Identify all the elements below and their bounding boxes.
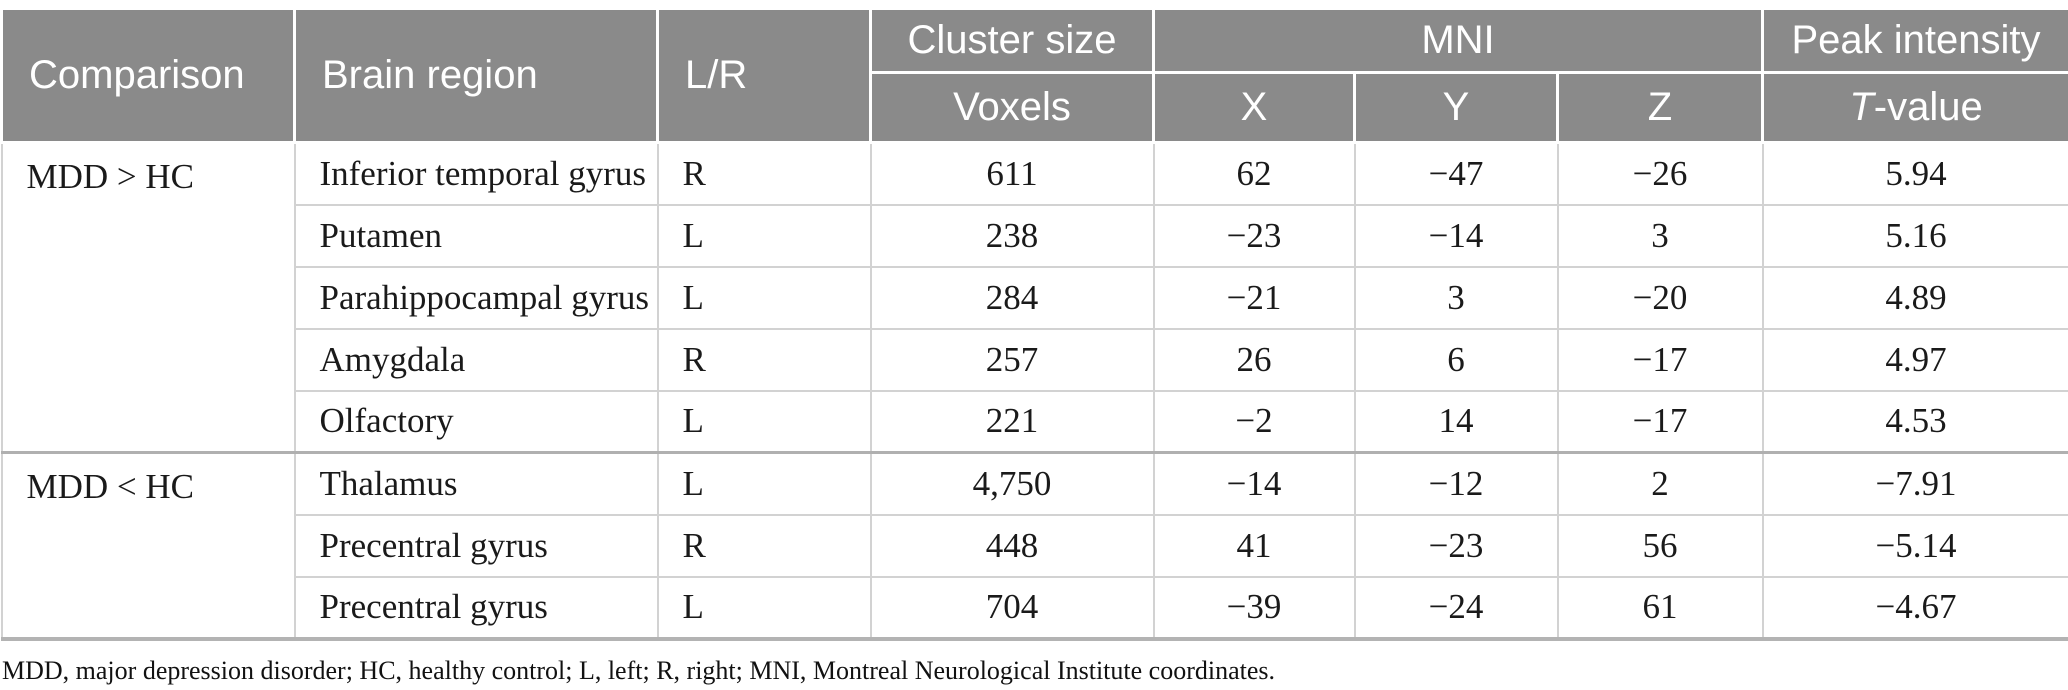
cell-lr: R xyxy=(656,141,872,206)
header-mni: MNI xyxy=(1151,7,1765,74)
cell-region: Inferior temporal gyrus xyxy=(293,141,659,206)
cell-voxels: 611 xyxy=(869,141,1155,206)
cell-voxels: 704 xyxy=(869,575,1155,641)
cell-region: Amygdala xyxy=(293,327,659,392)
cell-z: −17 xyxy=(1556,389,1764,454)
cell-t: 4.53 xyxy=(1761,389,2068,454)
header-t-value: T-value xyxy=(1761,71,2068,144)
cell-t: 5.16 xyxy=(1761,203,2068,268)
table-row: Amygdala R 257 26 6 −17 4.97 xyxy=(2,327,2068,392)
cell-region: Precentral gyrus xyxy=(293,575,659,641)
table-row: MDD > HC Inferior temporal gyrus R 611 6… xyxy=(0,141,2068,454)
cell-comparison-group2: MDD < HC xyxy=(0,451,296,641)
cell-t: 5.94 xyxy=(1761,141,2068,206)
header-mni-y: Y xyxy=(1353,71,1559,144)
cell-y: −24 xyxy=(1353,575,1559,641)
cell-voxels: 221 xyxy=(869,389,1155,454)
cell-lr: L xyxy=(656,575,872,641)
cell-x: −21 xyxy=(1152,265,1356,330)
cell-z: 61 xyxy=(1556,575,1764,641)
header-comparison: Comparison xyxy=(0,7,296,144)
cell-lr: L xyxy=(656,203,872,268)
table-row: Parahippocampal gyrus L 284 −21 3 −20 4.… xyxy=(2,265,2068,330)
cell-x: 41 xyxy=(1152,513,1356,578)
cell-t: 4.97 xyxy=(1761,327,2068,392)
cell-region: Olfactory xyxy=(293,389,659,454)
table-row: Precentral gyrus R 448 41 −23 56 −5.14 xyxy=(2,513,2068,578)
header-lr: L/R xyxy=(656,7,872,144)
cell-region: Parahippocampal gyrus xyxy=(293,265,659,330)
cell-x: 62 xyxy=(1152,141,1356,206)
cell-x: 26 xyxy=(1152,327,1356,392)
cell-t: −5.14 xyxy=(1761,513,2068,578)
cell-comparison-group1: MDD > HC xyxy=(0,141,296,454)
table-body: MDD > HC Inferior temporal gyrus R 611 6… xyxy=(0,141,2068,641)
header-mni-x: X xyxy=(1152,71,1356,144)
cell-t: −7.91 xyxy=(1761,451,2068,516)
cell-t: −4.67 xyxy=(1761,575,2068,641)
cell-voxels: 238 xyxy=(869,203,1155,268)
cell-y: −14 xyxy=(1353,203,1559,268)
table-row: MDD < HC Thalamus L 4,750 −14 −12 2 −7.9… xyxy=(0,451,2068,641)
cell-y: 14 xyxy=(1353,389,1559,454)
cell-lr: L xyxy=(656,451,872,516)
table-row: Precentral gyrus L 704 −39 −24 61 −4.67 xyxy=(2,575,2068,641)
cell-x: −39 xyxy=(1152,575,1356,641)
header-peak-intensity: Peak intensity xyxy=(1761,7,2068,74)
cell-voxels: 284 xyxy=(869,265,1155,330)
cell-region: Putamen xyxy=(293,203,659,268)
cell-x: −2 xyxy=(1152,389,1356,454)
cell-voxels: 448 xyxy=(869,513,1155,578)
t-value-rest-part: -value xyxy=(1873,85,1983,129)
cell-y: −23 xyxy=(1353,513,1559,578)
cell-y: −12 xyxy=(1353,451,1559,516)
cell-x: −23 xyxy=(1152,203,1356,268)
cell-z: 3 xyxy=(1556,203,1764,268)
cell-z: −26 xyxy=(1556,141,1764,206)
cell-z: 56 xyxy=(1556,513,1764,578)
cell-x: −14 xyxy=(1152,451,1356,516)
cell-z: −20 xyxy=(1556,265,1764,330)
cell-voxels: 4,750 xyxy=(869,451,1155,516)
table-row: Putamen L 238 −23 −14 3 5.16 xyxy=(2,203,2068,268)
cell-lr: L xyxy=(656,265,872,330)
t-value-italic-part: T xyxy=(1849,85,1874,129)
cell-y: −47 xyxy=(1353,141,1559,206)
header-mni-z: Z xyxy=(1555,71,1765,144)
cell-lr: L xyxy=(656,389,872,454)
cell-t: 4.89 xyxy=(1761,265,2068,330)
header-cluster-size: Cluster size xyxy=(869,7,1155,74)
cell-region: Thalamus xyxy=(293,451,659,516)
results-table: Comparison Brain region L/R Cluster size… xyxy=(0,7,2068,641)
header-voxels: Voxels xyxy=(869,71,1155,144)
table-row: Olfactory L 221 −2 14 −17 4.53 xyxy=(2,389,2068,454)
table-footnote: MDD, major depression disorder; HC, heal… xyxy=(2,655,1276,685)
table-header: Comparison Brain region L/R Cluster size… xyxy=(0,7,2068,144)
cell-y: 3 xyxy=(1353,265,1559,330)
cell-region: Precentral gyrus xyxy=(293,513,659,578)
cell-z: −17 xyxy=(1556,327,1764,392)
cell-lr: R xyxy=(656,513,872,578)
cell-lr: R xyxy=(656,327,872,392)
header-brain-region: Brain region xyxy=(293,7,659,144)
cell-y: 6 xyxy=(1353,327,1559,392)
cell-voxels: 257 xyxy=(869,327,1155,392)
cell-z: 2 xyxy=(1556,451,1764,516)
